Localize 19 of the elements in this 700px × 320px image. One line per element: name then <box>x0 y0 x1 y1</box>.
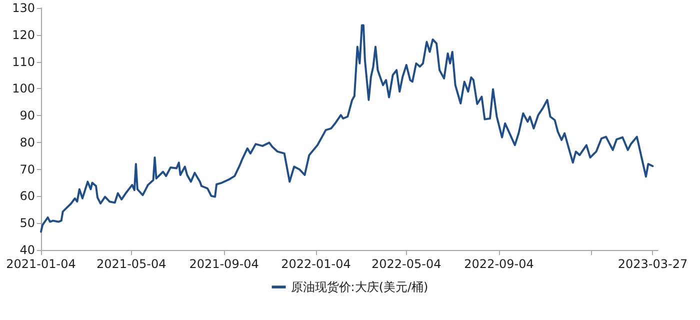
x-tick-label: 2021-09-04 <box>189 257 259 271</box>
x-tick-label: 2022-09-04 <box>464 257 534 271</box>
x-tick-label: 2023-03-27 <box>618 257 688 271</box>
x-tick-label: 2022-01-04 <box>281 257 351 271</box>
x-tick-label: 2021-01-04 <box>6 257 76 271</box>
y-tick-label: 130 <box>12 1 35 15</box>
y-tick-label: 100 <box>12 82 35 96</box>
y-tick-label: 110 <box>12 54 35 69</box>
y-tick-label: 40 <box>20 243 35 257</box>
x-tick-label: 2022-05-04 <box>372 257 442 271</box>
y-tick-label: 60 <box>20 189 35 204</box>
y-tick-label: 90 <box>20 108 35 123</box>
y-tick-label: 80 <box>20 135 35 150</box>
y-tick-label: 70 <box>20 162 35 176</box>
y-tick-label: 50 <box>20 216 35 230</box>
line-series <box>40 24 654 233</box>
legend-label: 原油现货价:大庆(美元/桶) <box>290 280 428 294</box>
y-tick-label: 120 <box>12 28 35 42</box>
x-tick-label: 2021-05-04 <box>96 257 166 271</box>
